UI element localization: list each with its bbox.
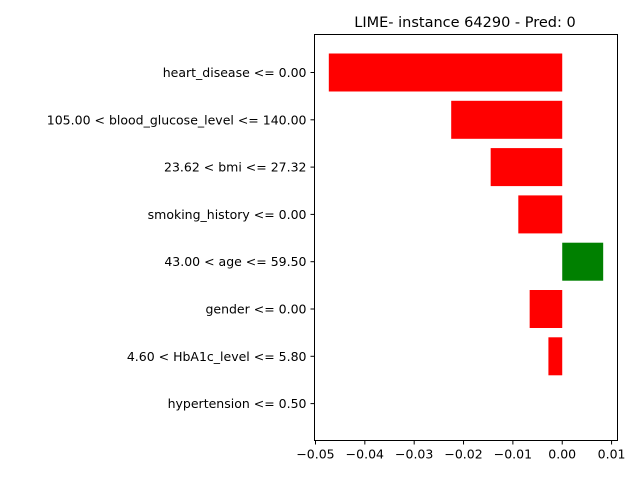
bar-6 — [548, 337, 563, 376]
y-tick-label: hypertension <= 0.50 — [168, 396, 307, 411]
y-tick-label: 4.60 < HbA1c_level <= 5.80 — [127, 349, 307, 364]
bar-2 — [490, 148, 563, 187]
y-tick-label: heart_disease <= 0.00 — [163, 65, 307, 80]
y-tick-label: 43.00 < age <= 59.50 — [164, 254, 306, 269]
x-tick-label: 0.01 — [598, 447, 626, 462]
chart-title: LIME- instance 64290 - Pred: 0 — [354, 15, 575, 31]
x-tick-label: 0.00 — [548, 447, 576, 462]
y-tick-label: 23.62 < bmi <= 27.32 — [164, 160, 306, 175]
y-tick-label: 105.00 < blood_glucose_level <= 140.00 — [47, 112, 307, 127]
y-tick-label: smoking_history <= 0.00 — [148, 207, 307, 222]
y-tick-label: gender <= 0.00 — [205, 302, 306, 317]
x-tick-label: −0.05 — [296, 447, 334, 462]
bar-0 — [328, 53, 563, 92]
x-tick-label: −0.02 — [444, 447, 482, 462]
y-tick-labels: heart_disease <= 0.00 105.00 < blood_gluc… — [47, 65, 315, 411]
bar-3 — [518, 195, 563, 234]
bars-group — [328, 53, 604, 376]
bar-4 — [562, 242, 604, 281]
x-tick-label: −0.04 — [346, 447, 384, 462]
plot-frame — [314, 34, 618, 441]
bar-5 — [529, 290, 563, 328]
x-tick-label: −0.01 — [494, 447, 532, 462]
x-tick-label: −0.03 — [395, 447, 433, 462]
bar-1 — [451, 100, 563, 139]
x-axis-ticks: −0.05 −0.04 −0.03 −0.02 −0.01 0.00 0.01 — [296, 440, 626, 462]
